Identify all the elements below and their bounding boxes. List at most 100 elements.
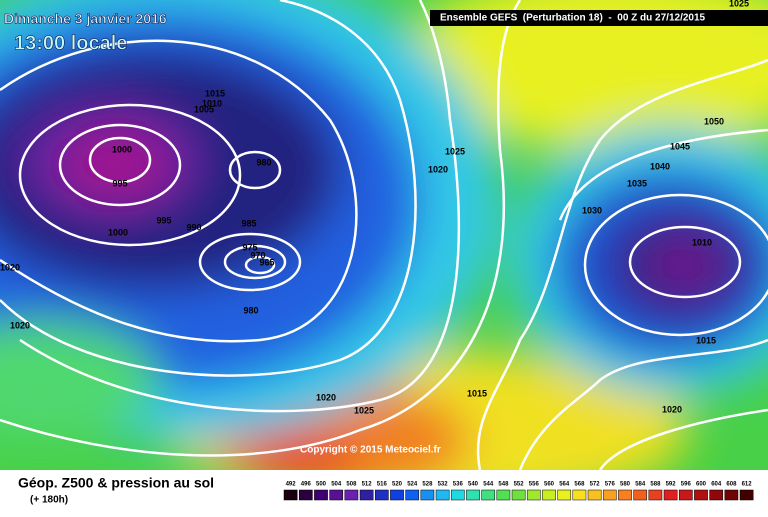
legend-swatch: [283, 489, 298, 501]
legend-label: 532: [438, 482, 449, 488]
isobar-label: 995: [156, 215, 171, 225]
isobar-label: 1045: [670, 141, 690, 151]
legend-swatch: [526, 489, 541, 501]
date: Dimanche 3 janvier 2016: [4, 11, 167, 27]
legend-swatch: [450, 489, 465, 501]
isobar-label: 985: [241, 218, 256, 228]
isobar-label: 1010: [692, 237, 712, 247]
legend-swatch: [663, 489, 678, 501]
legend-swatch: [511, 489, 526, 501]
model-info: Ensemble GEFS (Perturbation 18) - 00 Z d…: [440, 13, 706, 24]
isobar-label: 1025: [354, 405, 374, 415]
legend-swatch: [572, 489, 587, 501]
legend-label: 548: [498, 482, 509, 488]
legend-swatch: [648, 489, 663, 501]
legend-label: 516: [377, 482, 388, 488]
legend-label: 584: [635, 482, 646, 488]
isobar-label: 990: [186, 222, 201, 232]
isobars: [0, 0, 768, 470]
legend-swatch: [633, 489, 648, 501]
legend-swatch: [618, 489, 632, 501]
legend-label: 580: [620, 482, 631, 488]
legend-swatch: [724, 489, 739, 501]
isobar-label: 1040: [650, 161, 670, 171]
isobar-label: 1000: [112, 144, 132, 154]
isobar-label: 1020: [10, 320, 30, 330]
isobar-label: 1020: [0, 262, 20, 272]
legend-label: 560: [544, 482, 555, 488]
isobar-label: 1020: [428, 164, 448, 174]
isobar-label: 1035: [627, 178, 647, 188]
legend-swatch: [481, 489, 496, 501]
local-time: 13:00 locale: [14, 32, 127, 54]
legend-label: 500: [316, 482, 327, 488]
legend-swatch: [602, 489, 617, 501]
isobar-label: 1015: [696, 335, 716, 345]
legend-label: 568: [574, 482, 585, 488]
isobar-label: 970: [250, 250, 265, 260]
legend-swatch: [542, 489, 556, 501]
legend-label: 544: [483, 482, 494, 488]
legend-label: 604: [711, 482, 722, 488]
isobar-label: 980: [243, 305, 258, 315]
legend-label: 552: [514, 482, 525, 488]
model-box: [430, 10, 768, 26]
isobar-label: 1050: [704, 116, 724, 126]
isobar-label: 1005: [194, 104, 214, 114]
isobar-label: 1025: [445, 146, 465, 156]
legend-swatch: [390, 489, 404, 501]
legend-swatch: [678, 489, 693, 501]
legend-swatch: [587, 489, 602, 501]
isobar-label: 1020: [662, 404, 682, 414]
isobar-label: 1030: [582, 205, 602, 215]
isobar-label: 995: [112, 178, 127, 188]
isobar-label: 1015: [467, 388, 487, 398]
legend-label: 612: [742, 482, 753, 488]
isobar-label: 1000: [108, 227, 128, 237]
legend-label: 608: [726, 482, 737, 488]
legend-label: 588: [650, 482, 661, 488]
lead-time: (+ 180h): [30, 495, 68, 506]
legend-label: 528: [422, 482, 433, 488]
isobar-label: 975: [242, 242, 257, 252]
footer-title: Géop. Z500 & pression au sol: [18, 475, 214, 491]
legend-label: 504: [331, 482, 342, 488]
isobar-label: 1015: [205, 88, 225, 98]
isobar-label: 1020: [316, 392, 336, 402]
legend-swatch: [466, 489, 480, 501]
legend-swatch: [298, 489, 313, 501]
legend-swatch: [709, 489, 724, 501]
isobar-label: 980: [256, 157, 271, 167]
legend-swatch: [314, 489, 328, 501]
legend-label: 508: [346, 482, 357, 488]
legend-swatch: [496, 489, 511, 501]
isobar-label: 1010: [202, 98, 222, 108]
legend-label: 564: [559, 482, 570, 488]
legend-label: 540: [468, 482, 479, 488]
legend-label: 524: [407, 482, 418, 488]
legend-label: 556: [529, 482, 540, 488]
legend-swatch: [405, 489, 420, 501]
legend-swatch: [420, 489, 435, 501]
legend-label: 496: [301, 482, 312, 488]
legend-swatch: [374, 489, 389, 501]
legend-label: 536: [453, 482, 464, 488]
legend-label: 512: [362, 482, 373, 488]
isobar-label: 1025: [729, 0, 749, 8]
legend-label: 492: [286, 482, 297, 488]
legend-label: 592: [666, 482, 677, 488]
legend-swatch: [344, 489, 359, 501]
legend-label: 596: [681, 482, 692, 488]
legend-label: 572: [590, 482, 601, 488]
isobar-label: 965: [259, 257, 274, 267]
legend-swatch: [329, 489, 344, 501]
legend-swatch: [359, 489, 374, 501]
legend-swatch: [557, 489, 572, 501]
legend-swatch: [694, 489, 708, 501]
legend-swatch: [435, 489, 450, 501]
legend-label: 576: [605, 482, 616, 488]
legend-swatch: [739, 489, 754, 501]
